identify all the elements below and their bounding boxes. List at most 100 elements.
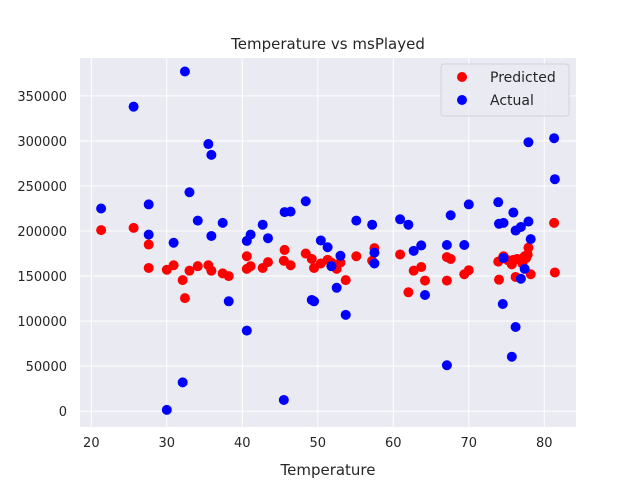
actual-point (285, 206, 296, 217)
predicted-point (279, 244, 290, 255)
actual-point (519, 263, 530, 274)
y-tick-label: 150000 (17, 270, 67, 285)
predicted-point (128, 222, 139, 233)
actual-point (369, 247, 380, 258)
actual-point (498, 253, 509, 264)
predicted-point (493, 274, 504, 285)
predicted-point (285, 260, 296, 271)
actual-point (300, 196, 311, 207)
predicted-point (340, 275, 351, 286)
predicted-point (403, 287, 414, 298)
actual-point (315, 235, 326, 246)
y-axis-ticks: 0 50000 100000 150000 200000 250000 300000 3500… (17, 90, 67, 420)
actual-point (143, 199, 154, 210)
actual-point (403, 219, 414, 230)
actual-point (510, 321, 521, 332)
predicted-point (549, 217, 560, 228)
predicted-point (143, 262, 154, 273)
x-tick-label: 70 (461, 436, 478, 451)
actual-point (179, 66, 190, 77)
predicted-point (223, 271, 234, 282)
grid-lines (80, 58, 576, 427)
actual-point (506, 351, 517, 362)
predicted-point (408, 265, 419, 276)
legend-marker-actual (457, 95, 467, 105)
actual-point (445, 210, 456, 221)
actual-point (340, 309, 351, 320)
predicted-point (523, 242, 534, 253)
actual-point (322, 242, 333, 253)
actual-point (515, 273, 526, 284)
y-tick-label: 100000 (17, 315, 67, 330)
y-tick-label: 300000 (17, 135, 67, 150)
actual-point (523, 216, 534, 227)
predicted-point (395, 249, 406, 260)
predicted-point (262, 257, 273, 268)
actual-point (262, 233, 273, 244)
predicted-point (416, 262, 427, 273)
actual-point (395, 214, 406, 225)
predicted-point (206, 265, 217, 276)
predicted-point (241, 251, 252, 262)
actual-point (168, 237, 179, 248)
actual-point (463, 199, 474, 210)
actual-point (525, 234, 536, 245)
predicted-point (184, 265, 195, 276)
predicted-point (463, 265, 474, 276)
x-axis-label: Temperature (279, 461, 375, 479)
actual-point (223, 296, 234, 307)
legend: Predicted Actual (440, 63, 570, 117)
predicted-point (177, 275, 188, 286)
actual-point (309, 296, 320, 307)
y-tick-label: 200000 (17, 225, 67, 240)
predicted-point (445, 253, 456, 264)
actual-point (326, 261, 337, 272)
actual-point (369, 258, 380, 269)
actual-point (192, 215, 203, 226)
legend-box (440, 63, 570, 117)
actual-point (416, 240, 427, 251)
predicted-point (306, 253, 317, 264)
x-axis-ticks: 20 30 40 50 60 70 80 (83, 436, 553, 451)
actual-point (241, 325, 252, 336)
actual-point (493, 197, 504, 208)
legend-marker-predicted (457, 72, 467, 82)
predicted-point (549, 267, 560, 278)
actual-point (161, 404, 172, 415)
y-tick-label: 0 (59, 405, 67, 420)
actual-point (184, 187, 195, 198)
actual-point (508, 207, 519, 218)
x-tick-label: 60 (385, 436, 402, 451)
predicted-point (168, 260, 179, 271)
predicted-point (143, 239, 154, 250)
actual-point (523, 137, 534, 148)
actual-point (257, 219, 268, 230)
x-tick-label: 30 (159, 436, 176, 451)
actual-point (245, 229, 256, 240)
actual-point (367, 219, 378, 230)
actual-point (459, 239, 470, 250)
x-tick-label: 50 (310, 436, 327, 451)
y-tick-label: 250000 (17, 180, 67, 195)
actual-point (351, 215, 362, 226)
x-tick-label: 40 (234, 436, 251, 451)
actual-point (515, 221, 526, 232)
legend-label-actual: Actual (490, 93, 534, 109)
predicted-point (245, 261, 256, 272)
predicted-point (192, 261, 203, 272)
actual-point (203, 139, 214, 150)
data-points (96, 66, 560, 415)
actual-point (335, 250, 346, 261)
actual-point (206, 149, 217, 160)
predicted-point (96, 225, 107, 236)
actual-point (143, 229, 154, 240)
chart-title: Temperature vs msPlayed (230, 35, 425, 53)
predicted-point (351, 251, 362, 262)
actual-point (128, 101, 139, 112)
predicted-point (441, 275, 452, 286)
actual-point (420, 289, 431, 300)
actual-point (96, 203, 107, 214)
actual-point (498, 217, 509, 228)
actual-point (408, 245, 419, 256)
